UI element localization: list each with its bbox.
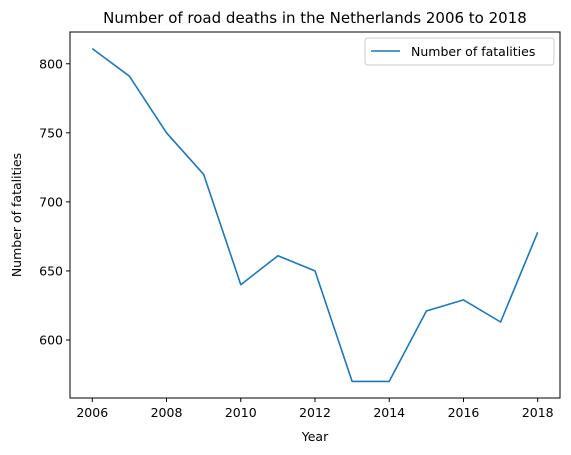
y-tick-label: 650 <box>39 263 63 278</box>
chart-title: Number of road deaths in the Netherlands… <box>103 9 527 27</box>
x-tick-label: 2014 <box>373 405 405 420</box>
legend-label: Number of fatalities <box>411 44 535 59</box>
series-line <box>91 47 539 383</box>
x-tick-label: 2012 <box>299 405 331 420</box>
legend: Number of fatalities <box>364 37 555 66</box>
y-axis-label: Number of fatalities <box>9 153 24 277</box>
x-tick-label: 2016 <box>448 405 480 420</box>
data-point <box>426 310 428 312</box>
data-point <box>388 381 390 383</box>
data-point <box>537 231 539 233</box>
y-tick-label: 700 <box>39 194 63 209</box>
x-tick-label: 2006 <box>76 405 108 420</box>
x-tick-label: 2008 <box>151 405 183 420</box>
data-point <box>277 255 279 257</box>
series-group <box>91 47 539 383</box>
data-point <box>314 270 316 272</box>
legend-box <box>364 37 555 66</box>
x-tick-label: 2018 <box>522 405 554 420</box>
data-point <box>203 173 205 175</box>
data-point <box>500 321 502 323</box>
y-tick-label: 800 <box>39 56 63 71</box>
data-point <box>166 132 168 134</box>
data-point <box>240 284 242 286</box>
data-point <box>129 75 131 77</box>
x-tick-label: 2010 <box>225 405 257 420</box>
x-axis-label: Year <box>301 429 329 444</box>
data-point <box>91 48 93 50</box>
y-tick-label: 750 <box>39 125 63 140</box>
x-axis: 2006 2008 2010 2012 2014 2016 2018 <box>76 398 554 420</box>
y-axis: 600 650 700 750 800 <box>39 56 70 347</box>
data-point <box>463 299 465 301</box>
plot-frame <box>69 31 561 399</box>
y-tick-label: 600 <box>39 332 63 347</box>
plot-area: 2006 2008 2010 2012 2014 2016 2018 600 650 700 75… <box>39 31 561 420</box>
data-point <box>351 381 353 383</box>
